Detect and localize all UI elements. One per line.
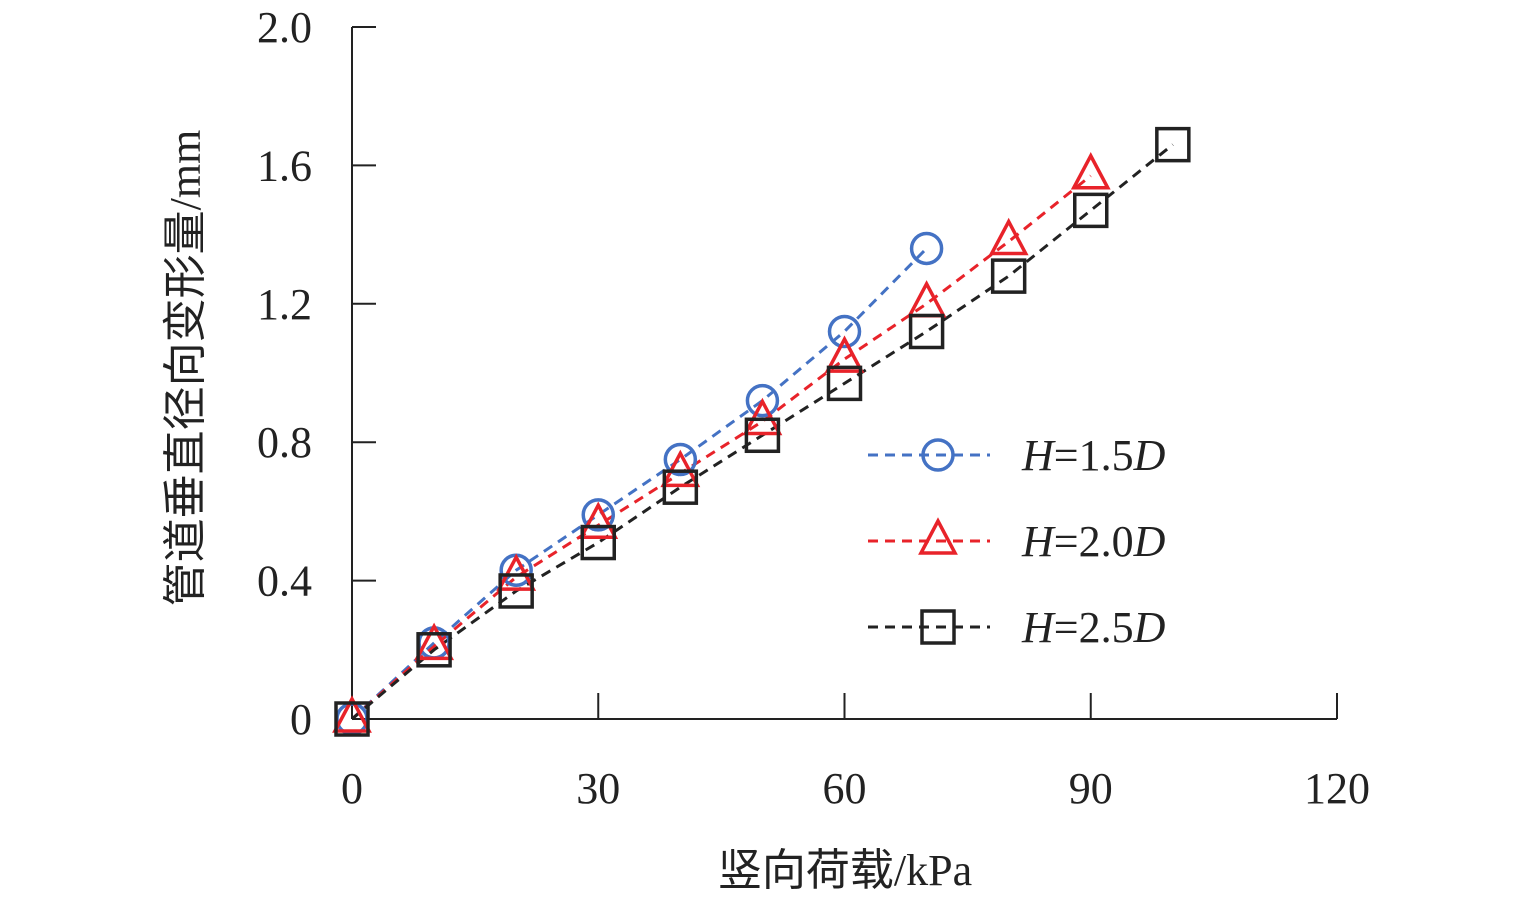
data-point-series-1 [581,498,615,532]
data-point-series-1 [909,231,944,266]
data-point-series-2 [1070,152,1111,190]
markers [332,126,1191,737]
y-tick-label: 0.8 [257,418,312,467]
data-point-series-2 [906,280,947,318]
data-point-series-2 [332,695,372,733]
data-point-series-2 [578,501,619,539]
series-line-3 [351,143,1174,721]
data-point-series-2 [496,553,537,591]
data-point-series-3 [1155,126,1191,163]
x-tick-label: 120 [1304,764,1370,813]
x-tick-label: 60 [823,764,867,813]
y-tick-label: 0.4 [257,557,312,606]
x-tick-label: 0 [341,764,363,813]
legend-marker-1 [921,438,955,472]
data-point-series-2 [742,397,783,436]
legend-label-1: H=1.5D [1021,431,1166,480]
data-point-series-2 [988,217,1029,256]
y-tick-label: 1.6 [257,141,312,190]
legend-label-2: H=2.0D [1021,517,1166,566]
data-point-series-2 [660,449,701,488]
data-point-series-3 [334,701,370,737]
x-tick-label: 30 [576,764,620,813]
series-line-2 [351,174,1092,721]
y-tick-label: 0 [290,695,312,744]
axes [351,26,1338,720]
data-point-series-3 [498,573,534,609]
data-point-series-3 [990,258,1027,294]
data-point-series-2 [414,622,454,661]
data-point-series-1 [827,314,862,349]
legend-label-3: H=2.5D [1021,603,1166,652]
data-point-series-2 [824,335,865,373]
data-point-series-1 [663,442,698,477]
data-point-series-3 [662,469,699,505]
data-point-series-3 [416,632,452,668]
y-axis-title: 管道垂直径向变形量/mm [161,130,210,607]
x-tick-label: 90 [1069,764,1113,813]
legend-marker-2 [918,517,958,555]
data-point-series-3 [580,524,616,561]
data-point-series-3 [1073,192,1109,229]
legend-marker-3 [920,609,956,645]
y-tick-label: 1.2 [257,280,312,329]
x-axis-title: 竖向荷载/kPa [718,846,972,895]
data-point-series-3 [908,313,945,350]
plot-lines [350,143,1174,721]
y-tick-label: 2.0 [257,3,312,52]
data-point-series-3 [826,365,863,402]
data-point-series-1 [745,383,780,418]
tick-labels: 0 0.4 0.8 1.2 1.6 2.0 0 30 60 90 120 [257,3,1370,813]
data-point-series-3 [744,417,781,454]
legend: H=1.5D H=2.0D H=2.5D [868,431,1166,652]
